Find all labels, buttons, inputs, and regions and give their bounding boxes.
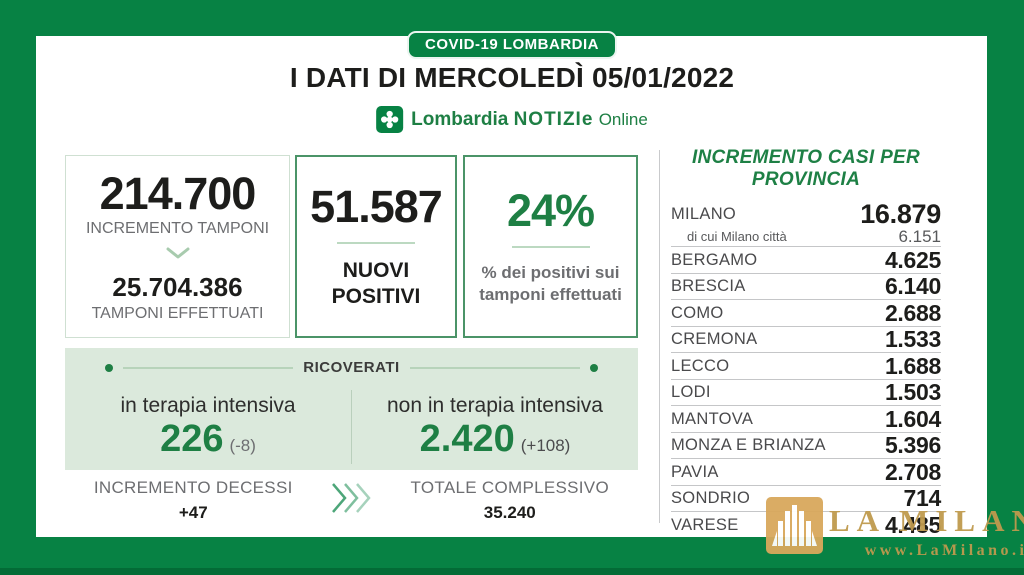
table-row: PAVIA 2.708 — [671, 459, 941, 486]
percentuale-label: % dei positivi sui tamponi effettuati — [479, 263, 622, 305]
non-icu-delta: (+108) — [520, 436, 571, 455]
table-row: VARESE 4.485 — [671, 512, 941, 539]
bottom-summary-row: INCREMENTO DECESSI +47 TOTALE COMPLESSIV… — [65, 478, 638, 523]
table-row: BERGAMO 4.625 — [671, 247, 941, 274]
logo-text: Lombardia NOTIZIe Online — [411, 109, 648, 131]
terapia-intensiva-value: 226 (-8) — [160, 420, 256, 458]
nuovi-positivi-box: 51.587 NUOVI POSITIVI — [295, 155, 457, 338]
watermark-text: LA MILANO www.LaMilano.it — [829, 497, 1024, 560]
table-row: CREMONA 1.533 — [671, 326, 941, 354]
percentuale-positivi-box: 24% % dei positivi sui tamponi effettuat… — [463, 155, 638, 338]
percentuale-value: 24% — [506, 184, 595, 236]
logo-lombardia: Lombardia — [411, 108, 509, 130]
terapia-intensiva-block: in terapia intensiva 226 (-8) — [65, 382, 351, 470]
province-value: 2.688 — [884, 299, 941, 326]
province-name: COMO — [671, 303, 724, 322]
lombardia-notizie-logo: Lombardia NOTIZIe Online — [376, 106, 648, 133]
non-terapia-intensiva-value: 2.420 (+108) — [420, 420, 571, 458]
non-icu-number: 2.420 — [419, 418, 515, 460]
table-row: BRESCIA 6.140 — [671, 273, 941, 301]
non-terapia-intensiva-block: non in terapia intensiva 2.420 (+108) — [352, 382, 638, 470]
province-name: VARESE — [671, 516, 739, 535]
province-value: 1.533 — [884, 326, 941, 353]
watermark-name: LA MILANO — [829, 503, 1024, 538]
totale-complessivo-label: TOTALE COMPLESSIVO — [410, 478, 609, 497]
nuovi-positivi-label: NUOVI POSITIVI — [331, 258, 421, 309]
province-value: 4.625 — [884, 246, 941, 273]
province-value: 4.485 — [884, 512, 941, 539]
table-subrow: di cui Milano città 6.151 — [671, 226, 941, 248]
province-name: LODI — [671, 383, 711, 402]
province-value: 1.688 — [884, 352, 941, 379]
province-name: CREMONA — [671, 330, 758, 349]
header-rule — [409, 366, 580, 369]
ricoverati-header: RICOVERATI — [105, 359, 598, 376]
bullet-dot-icon — [590, 363, 598, 372]
province-name: BERGAMO — [671, 250, 758, 269]
tamponi-box: 214.700 INCREMENTO TAMPONI 25.704.386 TA… — [65, 155, 290, 338]
rosa-camuna-icon — [376, 106, 404, 133]
province-value: 1.503 — [884, 379, 941, 406]
terapia-intensiva-label: in terapia intensiva — [120, 394, 296, 417]
icu-number: 226 — [160, 418, 224, 460]
table-row: LODI 1.503 — [671, 379, 941, 407]
province-sub-value: 6.151 — [898, 226, 941, 246]
incremento-decessi-value: +47 — [178, 503, 208, 522]
incremento-decessi-label: INCREMENTO DECESSI — [93, 478, 293, 497]
divider-line — [511, 246, 590, 249]
header-rule — [123, 366, 294, 369]
la-milano-watermark: LA MILANO www.LaMilano.it — [766, 497, 1024, 560]
main-vertical-divider — [659, 150, 660, 523]
page-title: I DATI DI MERCOLEDÌ 05/01/2022 — [289, 62, 735, 93]
province-value: 714 — [903, 485, 942, 512]
incremento-tamponi-label: INCREMENTO TAMPONI — [85, 219, 270, 237]
province-name: PAVIA — [671, 462, 719, 481]
province-name: MILANO — [671, 204, 737, 223]
vertical-divider — [351, 390, 352, 464]
province-name: MANTOVA — [671, 409, 754, 428]
province-panel: INCREMENTO CASI PER PROVINCIA MILANO 16.… — [671, 147, 941, 539]
totale-complessivo-value: 35.240 — [483, 503, 536, 522]
icu-delta: (-8) — [229, 436, 256, 455]
bullet-dot-icon — [105, 363, 113, 372]
province-value: 16.879 — [860, 198, 941, 229]
bottom-accent-strip — [0, 568, 1024, 575]
header-badge: COVID-19 LOMBARDIA — [406, 31, 618, 59]
triple-chevron-icon — [322, 479, 382, 522]
province-value: 2.708 — [884, 458, 941, 485]
incremento-decessi-block: INCREMENTO DECESSI +47 — [65, 478, 322, 523]
province-sub-name: di cui Milano città — [687, 229, 787, 245]
province-value: 1.604 — [884, 405, 941, 432]
la-milano-logo-icon — [766, 497, 823, 559]
chevron-down-icon — [166, 246, 190, 264]
province-name: LECCO — [671, 356, 730, 375]
tamponi-effettuati-value: 25.704.386 — [112, 271, 243, 302]
ricoverati-title: RICOVERATI — [303, 359, 400, 376]
province-name: BRESCIA — [671, 277, 746, 296]
province-name: SONDRIO — [671, 489, 751, 508]
ricoverati-panel: RICOVERATI in terapia intensiva 226 (-8) … — [65, 348, 638, 470]
province-name: MONZA E BRIANZA — [671, 436, 826, 455]
divider-line — [337, 241, 415, 244]
logo-online: Online — [598, 109, 648, 129]
nuovi-positivi-value: 51.587 — [310, 180, 443, 232]
table-row: COMO 2.688 — [671, 300, 941, 327]
totale-complessivo-block: TOTALE COMPLESSIVO 35.240 — [382, 478, 639, 523]
table-row: MANTOVA 1.604 — [671, 406, 941, 433]
province-title: INCREMENTO CASI PER PROVINCIA — [691, 147, 921, 191]
province-value: 6.140 — [884, 273, 941, 300]
incremento-tamponi-value: 214.700 — [99, 168, 257, 220]
tamponi-effettuati-label: TAMPONI EFFETTUATI — [91, 304, 264, 322]
table-row: MONZA E BRIANZA 5.396 — [671, 432, 941, 460]
logo-notizie: NOTIZIe — [513, 108, 594, 130]
watermark-url: www.LaMilano.it — [864, 542, 1024, 559]
province-value: 5.396 — [884, 432, 941, 459]
table-row: LECCO 1.688 — [671, 353, 941, 380]
non-terapia-intensiva-label: non in terapia intensiva — [387, 394, 603, 417]
table-row: MILANO 16.879 — [671, 198, 941, 229]
